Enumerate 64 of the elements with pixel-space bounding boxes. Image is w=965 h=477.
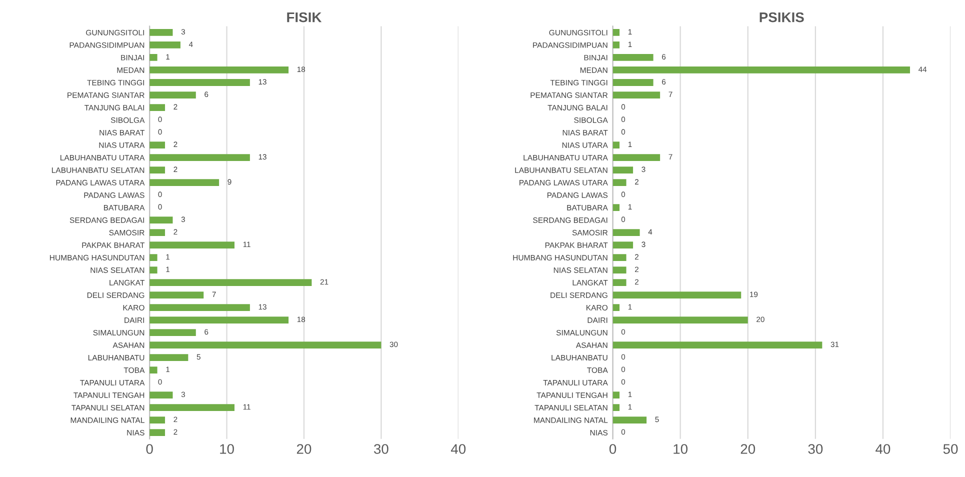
x-tick-label: 10 (220, 444, 234, 454)
x-tick-label: 50 (943, 444, 958, 454)
bar (150, 416, 166, 424)
bar (612, 342, 822, 349)
bar (150, 54, 158, 61)
bar (150, 404, 234, 412)
bar (150, 166, 166, 174)
bar (150, 154, 250, 161)
bar (150, 304, 250, 311)
bar (612, 154, 660, 161)
bar (150, 242, 234, 248)
bar (150, 279, 312, 286)
bar (150, 354, 188, 362)
chart-title: FISIK (287, 12, 322, 22)
bar (150, 316, 289, 324)
bar (612, 292, 742, 298)
bar (612, 29, 620, 36)
bar (612, 66, 910, 74)
x-tick-label: 40 (450, 444, 466, 454)
bar (612, 179, 626, 186)
bar (612, 254, 626, 261)
bar (150, 216, 173, 224)
bar (612, 416, 647, 424)
x-tick-label: 10 (674, 444, 688, 454)
bar (612, 204, 620, 211)
x-tick-label: 0 (146, 444, 153, 454)
bar (612, 392, 620, 399)
bar (150, 42, 180, 48)
bar (150, 179, 220, 186)
x-tick-label: 30 (374, 444, 388, 454)
bar (612, 316, 748, 324)
bar (612, 242, 634, 248)
bar (612, 79, 654, 86)
x-tick-label: 40 (876, 444, 890, 454)
x-tick-label: 20 (740, 444, 756, 454)
bar (150, 392, 173, 399)
x-tick-label: 30 (808, 444, 823, 454)
x-tick-label: 20 (296, 444, 312, 454)
bar (612, 279, 626, 286)
bar (612, 266, 626, 274)
x-tick-label: 0 (609, 444, 616, 454)
bar (150, 342, 382, 349)
bar (612, 54, 654, 61)
bar (150, 429, 166, 436)
bar (612, 42, 620, 48)
bar (150, 142, 166, 148)
bar (612, 229, 640, 236)
bar (150, 29, 173, 36)
chart-title: PSIKIS (760, 12, 804, 22)
bar (612, 142, 620, 148)
bar (612, 304, 620, 311)
bar (150, 329, 196, 336)
bar (150, 66, 289, 74)
bar (150, 229, 166, 236)
bar (150, 266, 158, 274)
bar (150, 79, 250, 86)
bar (150, 92, 196, 98)
bar (150, 104, 166, 111)
bar (612, 92, 660, 98)
bar (612, 166, 634, 174)
bar (150, 292, 204, 298)
bar (150, 366, 158, 374)
bar (150, 254, 158, 261)
bar (612, 404, 620, 412)
